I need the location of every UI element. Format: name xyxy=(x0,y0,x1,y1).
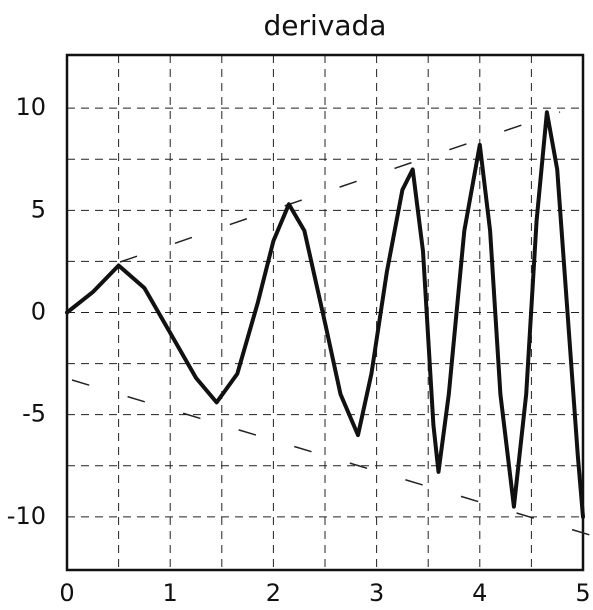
grid xyxy=(66,55,584,570)
upper-envelope xyxy=(119,111,561,263)
envelope xyxy=(71,111,591,536)
y-tick-label: 5 xyxy=(31,195,46,223)
x-tick-label: 1 xyxy=(163,579,178,607)
lower-envelope xyxy=(71,379,591,536)
y-tick-label: 0 xyxy=(31,298,46,326)
x-tick-label: 4 xyxy=(472,579,487,607)
x-tick-label: 0 xyxy=(59,579,74,607)
chart-title: derivada xyxy=(264,9,387,42)
y-tick-label: 10 xyxy=(15,93,46,121)
x-tick-label: 2 xyxy=(266,579,281,607)
x-tick-label: 5 xyxy=(575,579,590,607)
x-tick-label: 3 xyxy=(369,579,384,607)
y-tick-label: -10 xyxy=(7,502,46,530)
data-line xyxy=(65,110,585,519)
y-tick-label: -5 xyxy=(22,400,46,428)
marks xyxy=(65,110,585,519)
